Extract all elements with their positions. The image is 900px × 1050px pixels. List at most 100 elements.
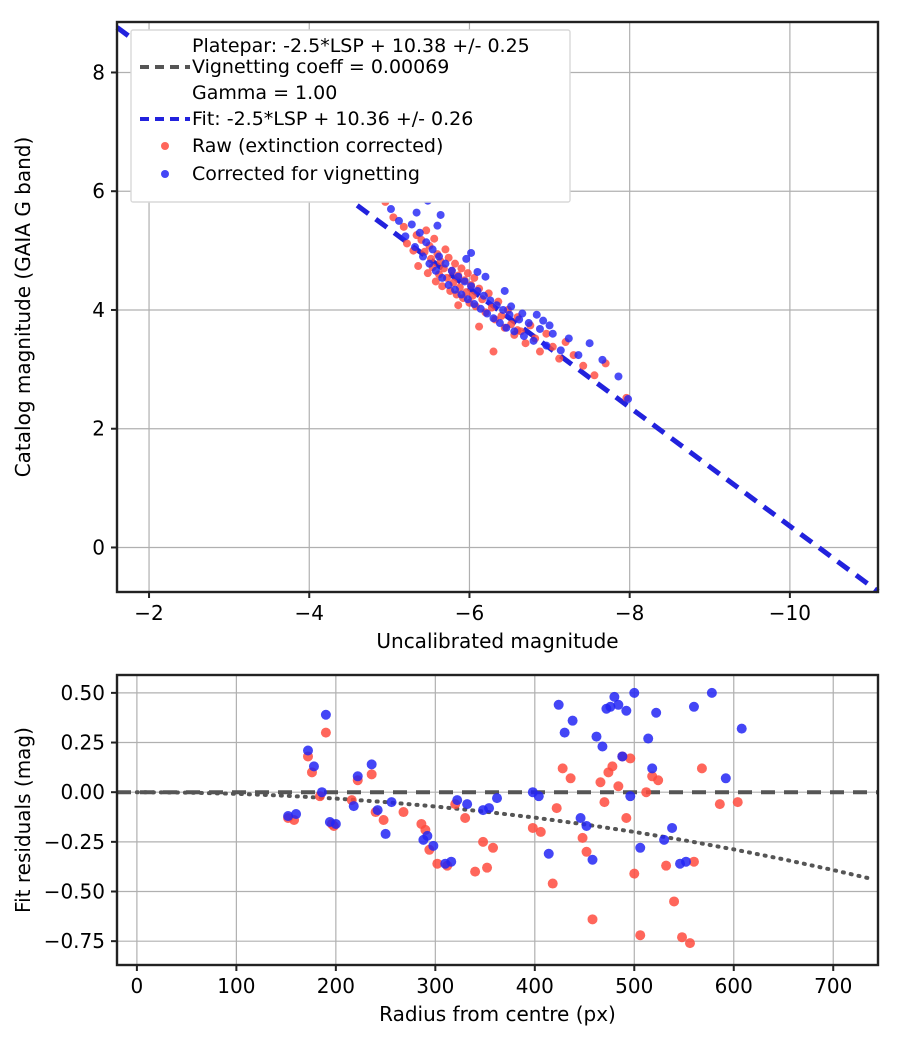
data-point <box>419 252 428 261</box>
axis-ticks: −2 −4 −6 −8 −10 0 2 4 6 8 <box>92 60 811 625</box>
data-point <box>677 932 688 943</box>
data-point <box>587 854 598 865</box>
y-tick-label: −0.75 <box>44 929 105 953</box>
data-point <box>473 286 482 295</box>
data-point <box>489 347 498 356</box>
data-point <box>706 687 717 698</box>
data-point <box>441 259 450 268</box>
data-point <box>441 245 450 254</box>
data-point <box>412 208 421 217</box>
data-point <box>539 316 548 325</box>
legend-entry-label: Fit: -2.5*LSP + 10.36 +/- 0.26 <box>192 108 473 130</box>
data-point <box>492 793 503 804</box>
data-point <box>535 826 546 837</box>
data-point <box>475 322 484 331</box>
data-point <box>476 304 485 313</box>
data-point <box>696 763 707 774</box>
data-point <box>386 205 395 214</box>
data-point <box>577 832 588 843</box>
data-point <box>415 228 424 237</box>
data-point <box>398 807 409 818</box>
data-point <box>635 842 646 853</box>
data-point <box>565 773 576 784</box>
data-point <box>543 848 554 859</box>
y-axis-label: Catalog magnitude (GAIA G band) <box>11 137 35 478</box>
data-point <box>599 797 610 808</box>
data-point <box>732 797 743 808</box>
axes-frame <box>115 673 880 967</box>
plot-border <box>115 20 880 594</box>
data-point <box>564 334 573 343</box>
data-point <box>614 372 623 381</box>
data-point <box>624 395 633 404</box>
data-point <box>681 856 692 867</box>
data-point <box>438 273 447 282</box>
legend-box <box>130 29 571 203</box>
data-point <box>438 282 447 291</box>
y-tick-label: 2 <box>92 417 105 441</box>
residual-series-corrected <box>283 687 747 869</box>
data-point <box>607 761 618 772</box>
data-point <box>447 266 456 275</box>
y-tick-label: −0.25 <box>44 830 105 854</box>
data-point <box>585 339 594 348</box>
data-point <box>432 858 443 869</box>
fit-line-dashed <box>115 25 880 594</box>
data-point <box>394 216 403 225</box>
data-point <box>470 273 479 282</box>
data-point <box>463 269 472 278</box>
data-point <box>613 781 624 792</box>
data-point <box>492 301 501 310</box>
data-point <box>378 815 389 825</box>
data-point <box>559 727 570 738</box>
photometric-calibration-panel: −2 −4 −6 −8 −10 0 2 4 6 8 Uncalibrated magnitude Ca… <box>11 20 880 653</box>
fit-residuals-svg: 0 100 200 300 400 500 600 700 0.50 0.25 0.00 −0.25 −… <box>11 673 880 1026</box>
data-point <box>451 285 460 294</box>
data-point <box>574 351 583 360</box>
axes-frame <box>115 20 880 594</box>
data-point <box>402 239 411 248</box>
data-point <box>625 791 636 802</box>
data-point <box>484 803 495 814</box>
data-point <box>659 834 670 845</box>
data-point <box>372 805 383 816</box>
data-point <box>647 763 658 774</box>
data-point <box>462 799 473 810</box>
data-point <box>736 723 747 734</box>
data-point <box>470 866 481 877</box>
data-point <box>613 699 624 710</box>
legend-entry-label: Platepar: -2.5*LSP + 10.38 +/- 0.25 <box>192 35 530 57</box>
y-tick-label: 0.50 <box>60 681 105 705</box>
data-point <box>479 291 488 300</box>
data-point <box>320 709 331 720</box>
data-point <box>714 799 725 810</box>
data-point <box>478 836 489 847</box>
data-point <box>502 323 511 332</box>
data-point <box>407 220 416 229</box>
data-point <box>422 226 431 235</box>
data-point <box>542 329 551 338</box>
data-point <box>567 715 578 726</box>
data-point <box>548 329 557 338</box>
data-point <box>669 896 680 907</box>
data-point <box>653 775 664 786</box>
x-tick-label: 0 <box>131 974 144 998</box>
data-point <box>308 761 319 772</box>
fit-line <box>115 25 880 594</box>
data-point <box>436 210 445 219</box>
data-point <box>451 259 460 268</box>
x-tick-label: 700 <box>814 974 852 998</box>
data-point <box>629 868 640 879</box>
data-point <box>617 751 628 762</box>
data-point <box>524 319 533 328</box>
data-point <box>519 332 528 341</box>
data-point <box>535 324 544 333</box>
data-point <box>457 264 466 273</box>
x-tick-label: 300 <box>416 974 454 998</box>
legend-entry-label: Gamma = 1.00 <box>192 82 337 104</box>
vignetting-curve <box>134 790 876 882</box>
data-point <box>556 346 565 355</box>
data-point <box>581 846 592 857</box>
data-point <box>557 763 568 774</box>
data-point <box>410 243 419 252</box>
